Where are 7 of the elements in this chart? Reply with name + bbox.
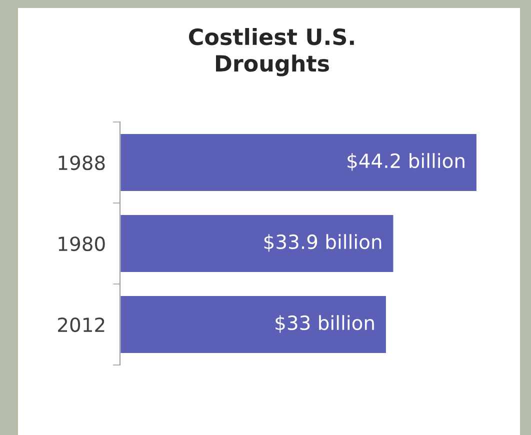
y-tick-label: 1988	[58, 155, 105, 170]
y-tick-label: 2012	[58, 317, 104, 332]
data-label: $33 billion	[276, 315, 374, 333]
chart-title: Costliest U.S. Droughts	[188, 28, 354, 76]
data-label: $33.9 billion	[264, 234, 382, 252]
y-tick-label: 1980	[58, 236, 105, 252]
data-label: $44.2 billion	[348, 153, 464, 171]
